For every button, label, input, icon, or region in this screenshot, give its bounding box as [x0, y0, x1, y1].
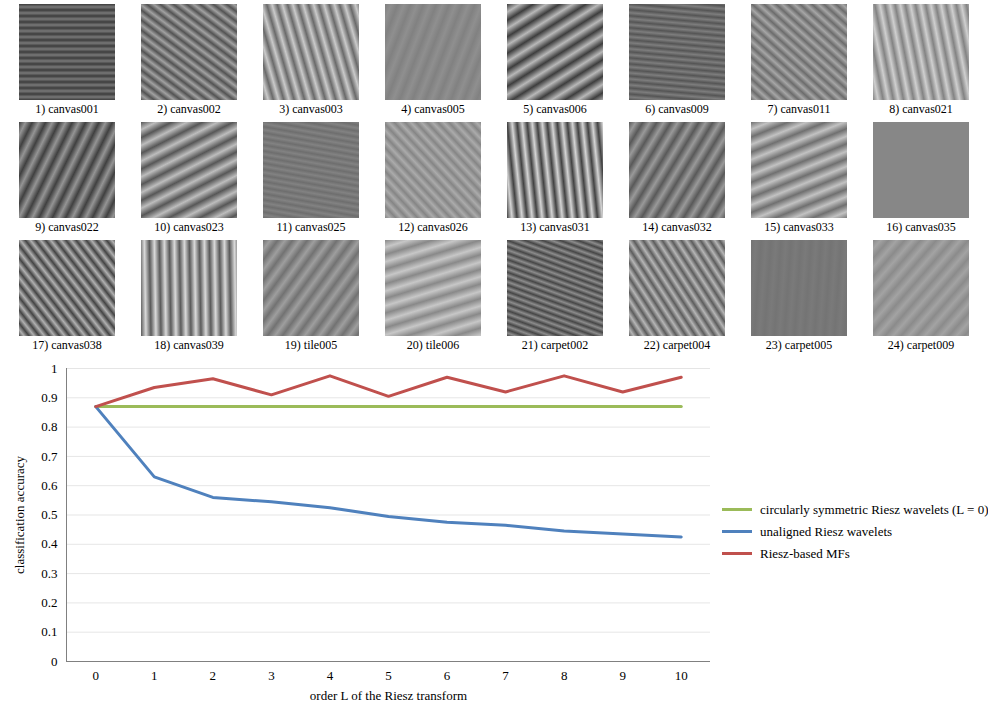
svg-text:3: 3 [268, 668, 275, 683]
html-text:15) canvas033: 15) canvas033 [764, 220, 834, 234]
html-text:11) canvas025: 11) canvas025 [276, 220, 346, 234]
svg-text:9: 9 [619, 668, 626, 683]
svg-text:classification accuracy: classification accuracy [12, 455, 27, 574]
html-text:12) canvas026: 12) canvas026 [398, 220, 468, 234]
html-text:8) canvas021: 8) canvas021 [889, 102, 953, 116]
html-text:22) carpet004: 22) carpet004 [643, 338, 711, 352]
html-text:17) canvas038: 17) canvas038 [32, 338, 102, 352]
svg-text:1: 1 [51, 361, 58, 376]
svg-text:7: 7 [502, 668, 509, 683]
html-text:20) tile006: 20) tile006 [406, 338, 460, 352]
html-text:19) tile005: 19) tile005 [284, 338, 338, 352]
svg-text:0.9: 0.9 [41, 390, 57, 405]
svg-text:0: 0 [51, 654, 58, 669]
svg-text:0.6: 0.6 [41, 478, 58, 493]
svg-text:0.7: 0.7 [41, 449, 58, 464]
html-text:14) canvas032: 14) canvas032 [642, 220, 712, 234]
svg-text:10: 10 [675, 668, 688, 683]
svg-text:0: 0 [93, 668, 100, 683]
svg-text:0.1: 0.1 [41, 624, 57, 639]
svg-text:8: 8 [561, 668, 568, 683]
svg-text:1: 1 [151, 668, 158, 683]
html-text:13) canvas031: 13) canvas031 [520, 220, 590, 234]
html-text:23) carpet005: 23) carpet005 [765, 338, 833, 352]
html-text:16) canvas035: 16) canvas035 [886, 220, 956, 234]
svg-text:0.2: 0.2 [41, 595, 57, 610]
svg-text:6: 6 [444, 668, 451, 683]
svg-text:0.3: 0.3 [41, 566, 57, 581]
svg-text:0.8: 0.8 [41, 419, 57, 434]
html-text:5) canvas006: 5) canvas006 [523, 102, 587, 116]
html-text:7) canvas011: 7) canvas011 [767, 102, 831, 116]
html-text:9) canvas022: 9) canvas022 [35, 220, 99, 234]
html-text:21) carpet002: 21) carpet002 [521, 338, 589, 352]
html-text:unaligned Riesz wavelets: unaligned Riesz wavelets [760, 523, 893, 539]
svg-text:0.5: 0.5 [41, 507, 57, 522]
html-text:18) canvas039: 18) canvas039 [154, 338, 224, 352]
svg-text:0.4: 0.4 [41, 536, 58, 551]
html-text:Riesz-based MFs: Riesz-based MFs [760, 545, 850, 561]
html-text:2) canvas002: 2) canvas002 [157, 102, 221, 116]
html-text:4) canvas005: 4) canvas005 [401, 102, 465, 116]
svg-text:2: 2 [210, 668, 217, 683]
html-text:3) canvas003: 3) canvas003 [279, 102, 343, 116]
html-text:1) canvas001: 1) canvas001 [35, 102, 99, 116]
html-text:6) canvas009: 6) canvas009 [645, 102, 709, 116]
html-text:10) canvas023: 10) canvas023 [154, 220, 224, 234]
svg-text:5: 5 [385, 668, 392, 683]
svg-text:4: 4 [327, 668, 334, 683]
html-text:circularly symmetric Riesz wav: circularly symmetric Riesz wavelets (L =… [760, 501, 988, 517]
html-text:24) carpet009: 24) carpet009 [887, 338, 955, 352]
svg-text:order L of the Riesz transform: order L of the Riesz transform [310, 688, 467, 703]
